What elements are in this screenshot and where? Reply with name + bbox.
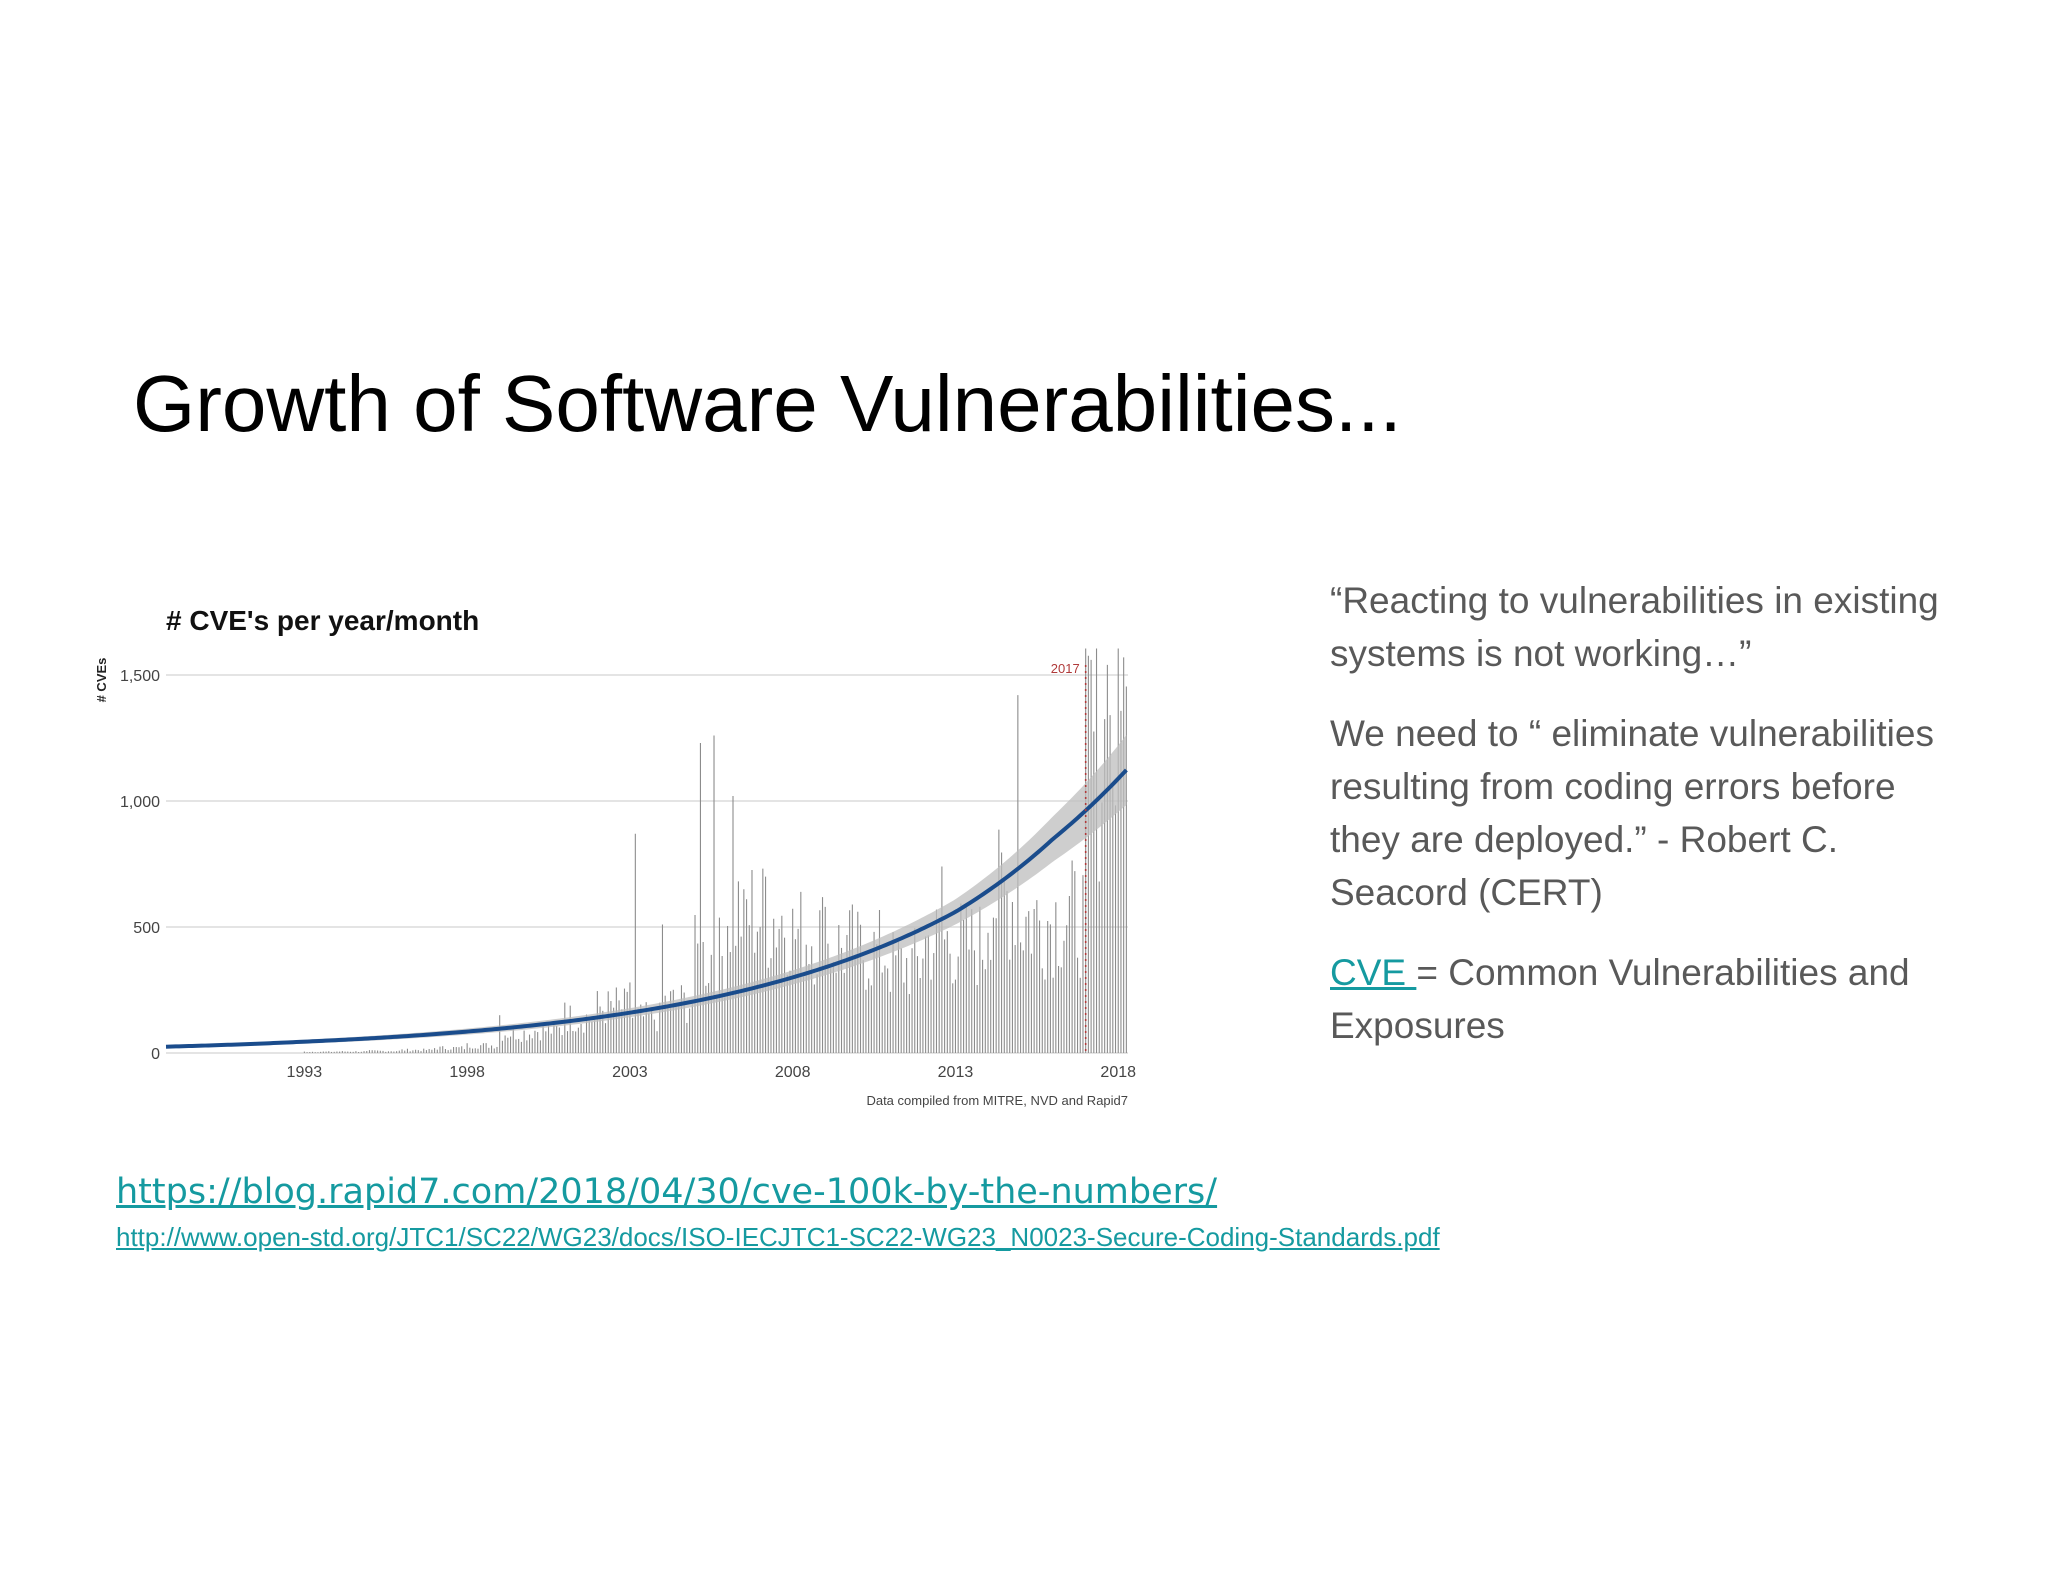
y-tick-label: 1,500 [120, 668, 160, 685]
cve-definition: CVE = Common Vulnerabilities and Exposur… [1330, 946, 1950, 1052]
y-tick-label: 0 [151, 1046, 160, 1063]
rapid7-link[interactable]: https://blog.rapid7.com/2018/04/30/cve-1… [116, 1172, 1218, 1212]
year-marker-label: 2017 [1051, 661, 1080, 676]
trend-line [165, 768, 1128, 1049]
x-tick-label: 2008 [775, 1064, 811, 1081]
cve-chart-svg: # CVE's per year/month # CVEs 0 500 1,000 1,5… [94, 605, 1136, 1108]
source-note: Data compiled from MITRE, NVD and Rapid7 [866, 1093, 1128, 1108]
cve-definition-text: = Common Vulnerabilities and Exposures [1330, 952, 1910, 1046]
quote-eliminate: We need to “ eliminate vulnerabilities r… [1330, 713, 1934, 913]
x-tick-label: 1993 [287, 1064, 323, 1081]
x-tick-label: 2018 [1100, 1064, 1136, 1081]
cve-link[interactable]: CVE [1330, 952, 1417, 993]
x-tick-label: 2013 [938, 1064, 974, 1081]
cve-chart: # CVE's per year/month # CVEs 0 500 1,000 1,5… [92, 590, 1220, 1110]
y-axis-label: # CVEs [94, 658, 109, 703]
y-tick-label: 500 [133, 920, 160, 937]
x-tick-label: 2003 [612, 1064, 648, 1081]
y-tick-label: 1,000 [120, 794, 160, 811]
slide-title: Growth of Software Vulnerabilities... [133, 359, 1402, 448]
chart-title: # CVE's per year/month [166, 605, 479, 636]
x-tick-label: 1998 [449, 1064, 485, 1081]
quote-column: “Reacting to vulnerabilities in existing… [1330, 574, 1950, 1079]
quote-reacting: “Reacting to vulnerabilities in existing… [1330, 580, 1939, 674]
open-std-link[interactable]: http://www.open-std.org/JTC1/SC22/WG23/d… [116, 1222, 1440, 1252]
